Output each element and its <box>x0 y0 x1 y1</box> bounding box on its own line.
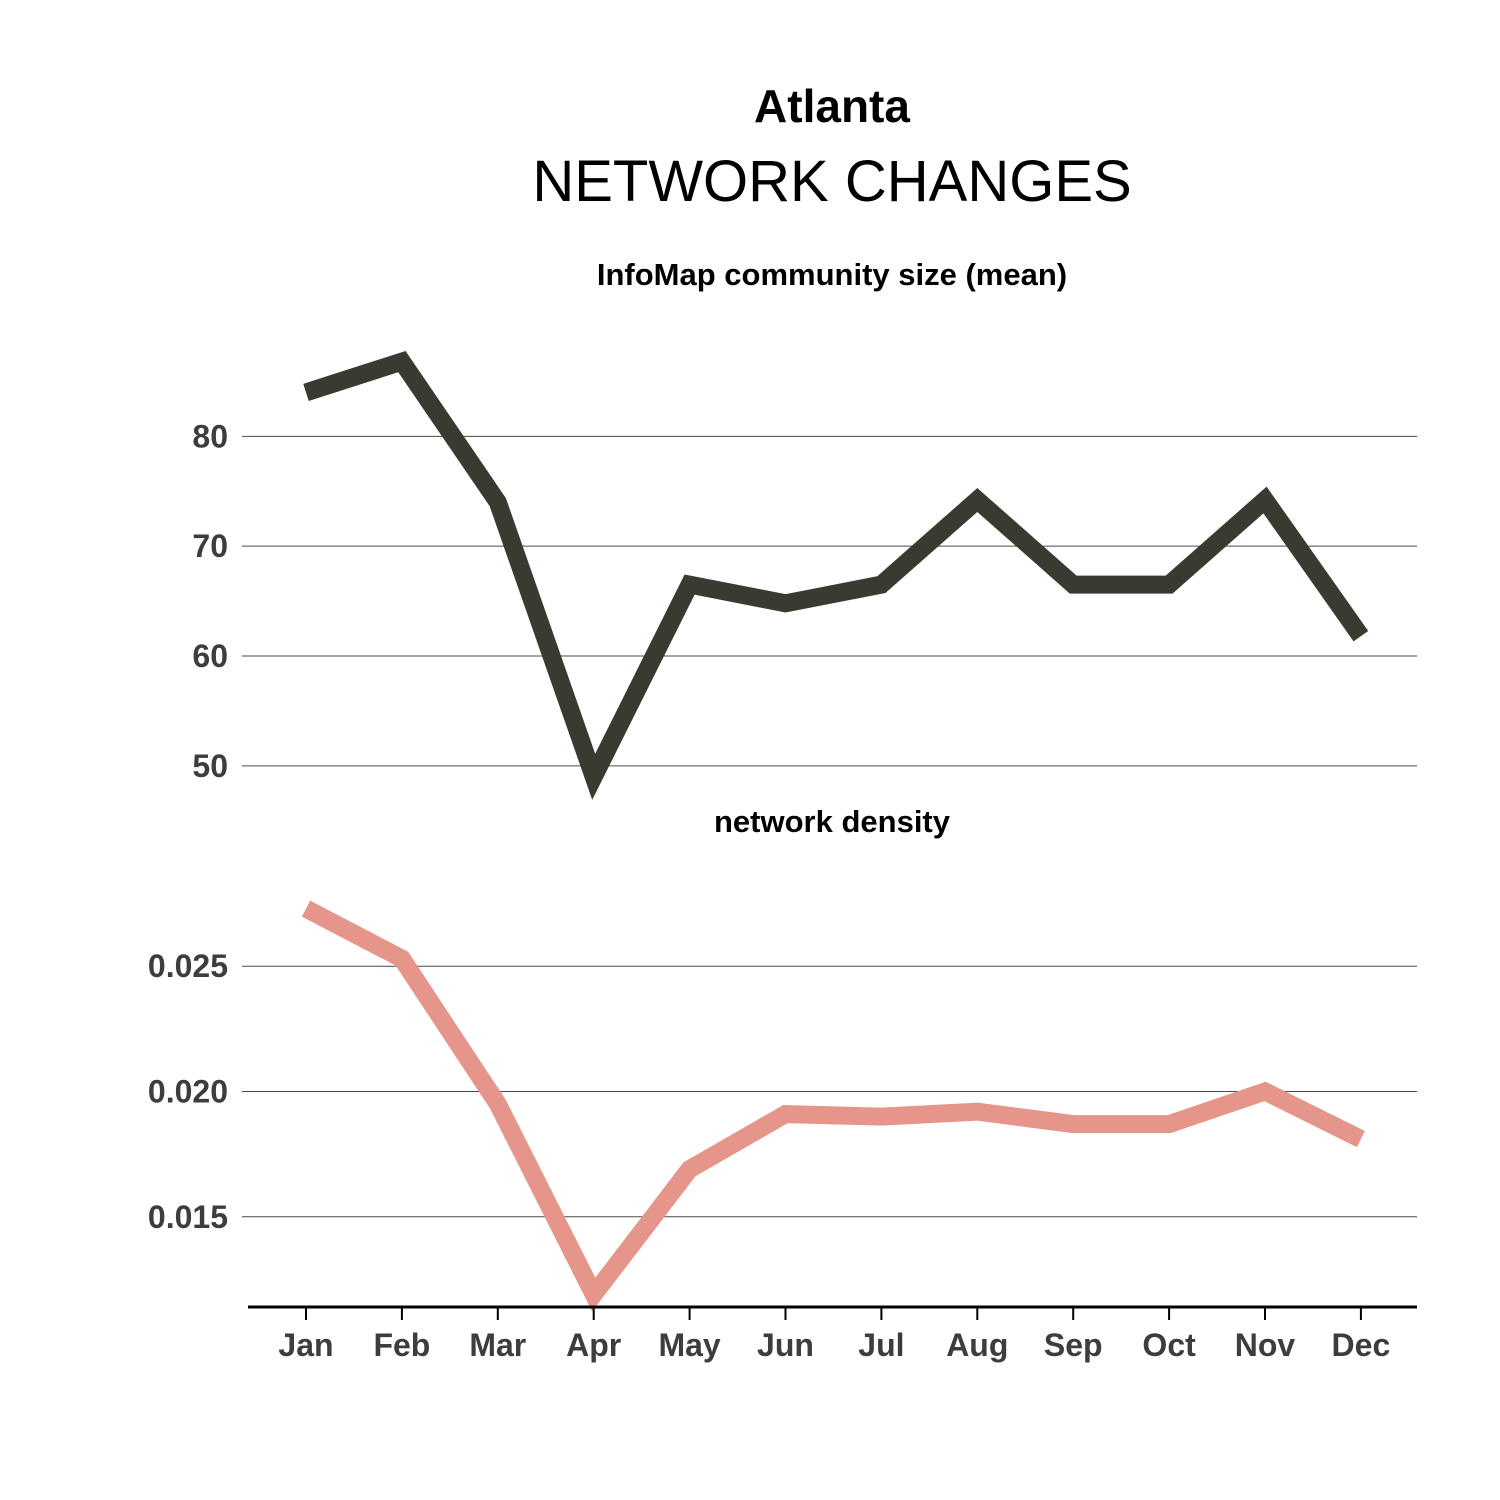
x-tick-label: Apr <box>566 1327 621 1363</box>
y-ticks-community-size: 80 70 60 50 <box>192 418 228 784</box>
x-axis: Jan Feb Mar Apr May Jun Jul Aug Sep Oct Nov Dec <box>248 1305 1417 1363</box>
panel-title-density: network density <box>714 804 951 839</box>
x-tick-label: Jan <box>278 1327 333 1363</box>
x-tick-label: Dec <box>1332 1327 1391 1363</box>
series-line-community-size <box>303 350 1369 800</box>
x-tick-label: Sep <box>1044 1327 1103 1363</box>
x-tick-label: Nov <box>1235 1327 1296 1363</box>
y-tick-label-community-size: 60 <box>192 638 228 674</box>
y-tick-label-community-size: 80 <box>192 418 228 454</box>
chart-subtitle: NETWORK CHANGES <box>532 149 1131 214</box>
series-line-density <box>301 900 1365 1312</box>
x-tick-label: May <box>658 1327 720 1363</box>
x-tick-label: Aug <box>946 1327 1008 1363</box>
y-ticks-density: 0.025 0.020 0.015 <box>148 948 228 1235</box>
y-tick-label-community-size: 70 <box>192 528 228 564</box>
y-tick-label-community-size: 50 <box>192 748 228 784</box>
x-tick-label: Oct <box>1142 1327 1196 1363</box>
x-tick-label: Mar <box>469 1327 526 1363</box>
panel-density: network density 0.025 0.020 0.015 <box>148 804 1417 1312</box>
panel-community-size: InfoMap community size (mean) 80 70 60 50 <box>192 257 1417 800</box>
x-tick-label: Jul <box>858 1327 904 1363</box>
x-tick-label: Jun <box>757 1327 814 1363</box>
y-tick-label-density: 0.020 <box>148 1074 228 1110</box>
chart-title: Atlanta <box>754 80 910 132</box>
panel-title-community-size: InfoMap community size (mean) <box>597 257 1067 292</box>
x-tick-label: Feb <box>373 1327 430 1363</box>
y-tick-label-density: 0.025 <box>148 948 228 984</box>
x-ticks: Jan Feb Mar Apr May Jun Jul Aug Sep Oct Nov Dec <box>278 1307 1390 1363</box>
gridlines-density <box>242 965 1417 1218</box>
y-tick-label-density: 0.015 <box>148 1199 228 1235</box>
